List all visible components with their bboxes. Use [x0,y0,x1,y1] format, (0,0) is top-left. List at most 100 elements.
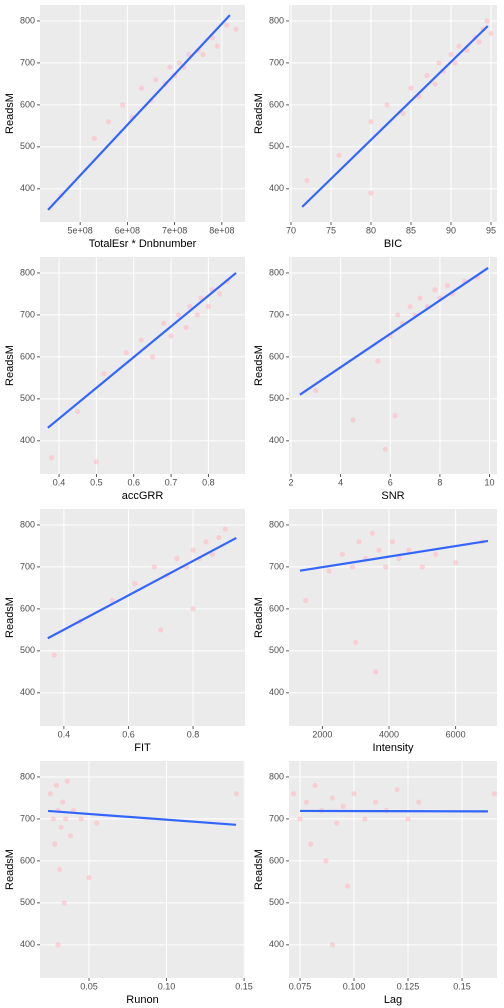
scatter-point [406,547,412,553]
scatter-point [132,581,138,587]
scatter-point [448,51,454,58]
scatter-point [394,786,400,793]
x-tick-label: 0.15 [235,981,253,991]
scatter-point [416,799,422,805]
y-tick-label: 600 [20,99,35,109]
fit-line [47,272,237,429]
y-tick-label: 600 [269,351,284,361]
x-tick-label: 8 [437,477,442,487]
scatter-point [395,312,401,318]
scatter-point [356,539,362,545]
y-tick-label: 700 [20,813,35,823]
y-tick-label: 400 [269,435,284,445]
scatter-point [433,551,439,557]
scatter-point [186,51,192,58]
scatter-point [47,791,53,797]
scatter-point [432,287,438,293]
scatter-point [233,791,239,797]
y-tick-label: 400 [20,939,35,949]
scatter-point [405,816,411,822]
plot-background [289,761,497,978]
y-tick-label: 800 [20,15,35,25]
plot-background [40,761,245,978]
y-axis-title: ReadsM [4,597,16,638]
scatter-point [303,799,310,805]
scatter-point [373,799,379,805]
y-tick-label: 600 [269,855,284,865]
scatter-point [373,669,379,675]
scatter-point [408,85,414,91]
scatter-point [344,883,351,889]
scatter-point [214,43,220,49]
y-tick-label: 800 [269,15,284,25]
x-tick-label: 0.10 [158,981,176,991]
y-tick-label: 500 [20,393,35,403]
y-tick-label: 800 [20,771,35,781]
y-tick-label: 500 [20,645,35,655]
fit-line [47,809,237,826]
x-axis-title: Intensity [373,742,414,754]
y-axis-title: ReadsM [253,345,265,386]
y-tick-label: 400 [269,687,284,697]
fit-line [301,25,489,208]
scatter-point [190,606,196,612]
y-tick-label: 500 [20,141,35,151]
scatter-point [56,866,63,872]
x-tick-label: 0.8 [187,729,200,739]
scatter-point [205,303,212,310]
x-tick-label: 8e+08 [209,225,234,235]
scatter-point [176,60,182,66]
x-tick-label: 10 [485,477,495,487]
x-tick-label: 90 [446,225,456,235]
y-tick-label: 700 [20,309,35,319]
x-axis-title: Runon [126,994,158,1006]
scatter-point [64,778,70,784]
scatter-point [297,816,303,822]
scatter-point [217,291,223,297]
scatter-point [138,337,144,343]
y-tick-label: 600 [20,855,35,865]
scatter-point [203,539,209,545]
scatter-point [329,795,336,801]
scatter-point [149,354,155,360]
y-tick-label: 700 [269,57,284,67]
scatter-point [168,333,174,339]
y-axis-title: ReadsM [253,93,265,134]
y-tick-label: 700 [20,561,35,571]
scatter-point [120,102,126,108]
scatter-point [86,875,92,881]
y-tick-label: 600 [269,603,284,613]
x-tick-label: 0.8 [202,477,215,487]
y-axis-title: ReadsM [4,849,16,890]
x-tick-label: 70 [286,225,296,235]
scatter-point [339,551,345,557]
fit-line [47,536,237,640]
fit-line [47,14,231,211]
y-tick-label: 400 [269,939,284,949]
x-tick-label: 4000 [379,729,399,739]
x-tick-label: 95 [486,225,496,235]
x-axis-title: SNR [381,490,404,502]
x-tick-label: 80 [366,225,376,235]
x-tick-label: 7e+08 [162,225,187,235]
scatter-point [312,782,318,788]
scatter-point [67,833,73,839]
x-tick-label: 4 [338,477,343,487]
x-tick-label: 5e+08 [68,225,93,235]
scatter-point [160,320,167,326]
scatter-point [424,72,430,79]
y-tick-label: 500 [20,897,35,907]
scatter-point [55,942,61,948]
scatter-point [368,190,374,196]
x-tick-label: 0.6 [127,477,140,487]
x-tick-label: 85 [406,225,416,235]
scatter-point [313,387,319,394]
fit-line [299,267,489,396]
scatter-point [222,526,228,532]
x-tick-label: 0.5 [90,477,103,487]
scatter-point [407,303,413,310]
plot-background [40,5,245,222]
x-tick-label: 75 [326,225,336,235]
y-axis-title: ReadsM [253,597,265,638]
